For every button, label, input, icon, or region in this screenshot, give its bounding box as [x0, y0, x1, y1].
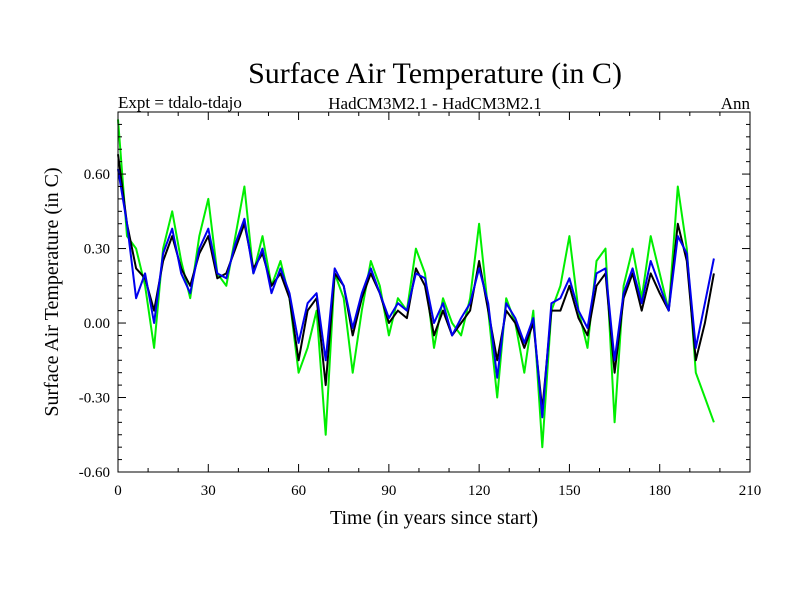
x-tick-label: 150 — [558, 483, 581, 499]
y-tick-label: -0.30 — [79, 391, 110, 407]
season-label: Ann — [721, 94, 751, 113]
x-axis-title: Time (in years since start) — [330, 507, 538, 529]
y-tick-label: 0.30 — [84, 242, 110, 258]
model-label: HadCM3M2.1 - HadCM3M2.1 — [328, 94, 541, 113]
series-layer — [117, 119, 715, 449]
plot-frame — [117, 111, 751, 473]
series-line-green — [117, 119, 715, 449]
x-tick-label: 180 — [648, 483, 671, 499]
chart-title: Surface Air Temperature (in C) — [248, 57, 622, 90]
y-axis-title: Surface Air Temperature (in C) — [41, 167, 63, 416]
x-tick-label: 120 — [468, 483, 491, 499]
tick-layer: 0 30 60 90 120 150 180 210 -0.60 -0.30 0.00 0.30 0.6… — [79, 112, 762, 499]
x-tick-label: 60 — [291, 483, 306, 499]
series-line-blue — [117, 168, 715, 419]
x-tick-label: 90 — [381, 483, 396, 499]
x-tick-label: 0 — [114, 483, 122, 499]
y-tick-label: 0.60 — [84, 167, 110, 183]
x-tick-label: 30 — [201, 483, 216, 499]
x-tick-label: 210 — [739, 483, 762, 499]
y-tick-label: 0.00 — [84, 316, 110, 332]
y-tick-label: -0.60 — [79, 465, 110, 481]
series-line-black — [117, 154, 715, 411]
experiment-label: Expt = tdalo-tdajo — [118, 93, 242, 112]
